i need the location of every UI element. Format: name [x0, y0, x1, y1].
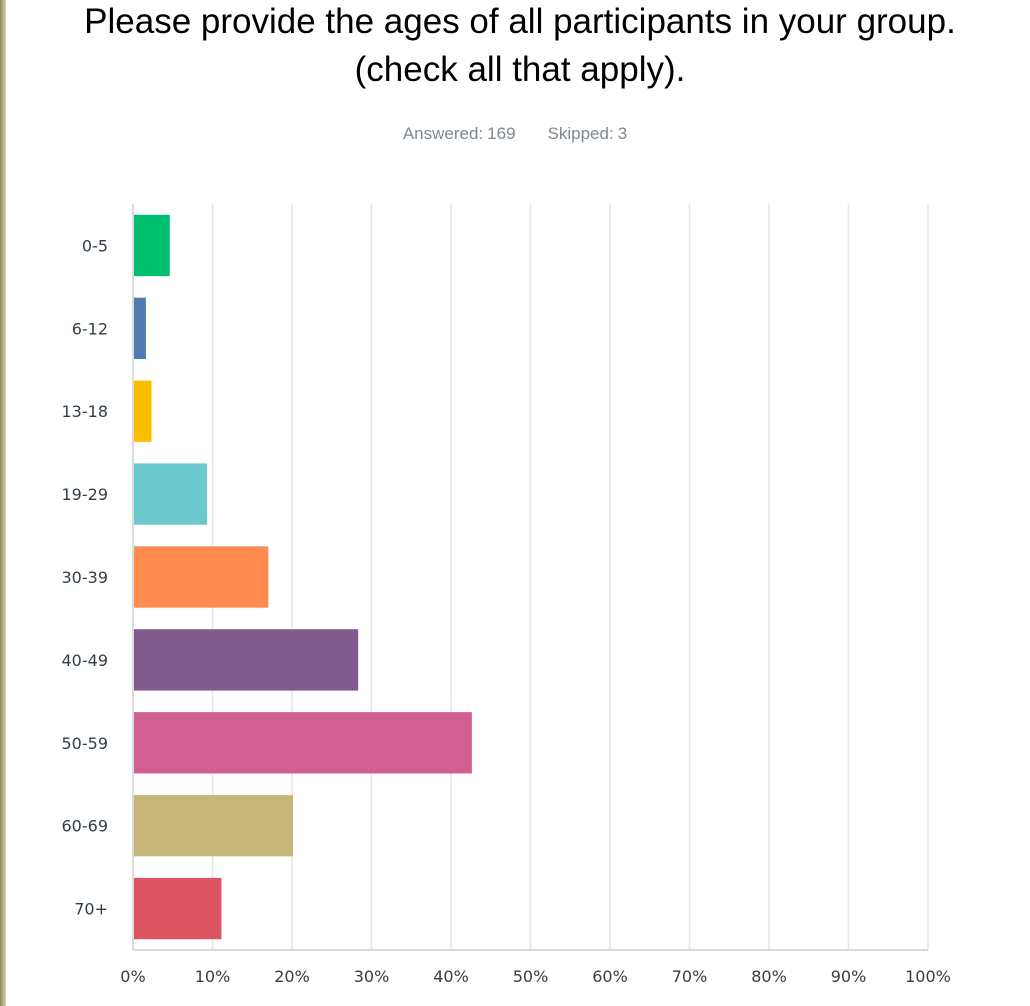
x-tick-label: 0%	[120, 967, 145, 986]
question-title-line-2: (check all that apply).	[354, 50, 686, 89]
category-label: 19-29	[62, 485, 109, 504]
x-tick-label: 30%	[354, 967, 390, 986]
category-label: 0-5	[82, 236, 108, 255]
bar-40-49	[134, 629, 359, 691]
skipped-stat: Skipped: 3	[548, 124, 628, 143]
bar-6-12	[134, 297, 146, 360]
category-label: 6-12	[72, 319, 108, 338]
x-tick-label: 100%	[905, 967, 951, 986]
bar-60-69	[134, 794, 293, 857]
category-label: 30-39	[62, 568, 109, 587]
x-tick-label: 70%	[672, 967, 708, 986]
x-tick-label: 90%	[831, 967, 867, 986]
bar-70+	[134, 877, 222, 940]
category-label: 50-59	[62, 734, 109, 753]
window-left-border	[0, 0, 6, 1006]
x-tick-label: 80%	[751, 967, 787, 986]
bar-30-39	[134, 546, 269, 608]
x-tick-label: 10%	[195, 967, 231, 986]
bar-19-29	[134, 463, 208, 525]
x-tick-label: 20%	[274, 967, 310, 986]
bar-0-5	[134, 214, 170, 277]
category-label: 70+	[74, 900, 108, 919]
answered-label: Answered:	[402, 124, 484, 143]
skipped-label: Skipped:	[547, 124, 614, 143]
category-label: 13-18	[62, 402, 109, 421]
answered-count: 169	[487, 124, 516, 143]
skipped-count: 3	[617, 124, 628, 143]
response-stats: Answered: 169 Skipped: 3	[0, 124, 1030, 144]
x-tick-label: 40%	[433, 967, 469, 986]
question-title-line-1: Please provide the ages of all participa…	[84, 2, 956, 41]
bar-13-18	[134, 380, 152, 442]
category-label: 60-69	[62, 817, 109, 836]
bar-50-59	[134, 712, 472, 774]
category-label: 40-49	[62, 651, 109, 670]
x-tick-label: 60%	[592, 967, 628, 986]
answered-stat: Answered: 169	[403, 124, 516, 143]
x-tick-label: 50%	[513, 967, 549, 986]
